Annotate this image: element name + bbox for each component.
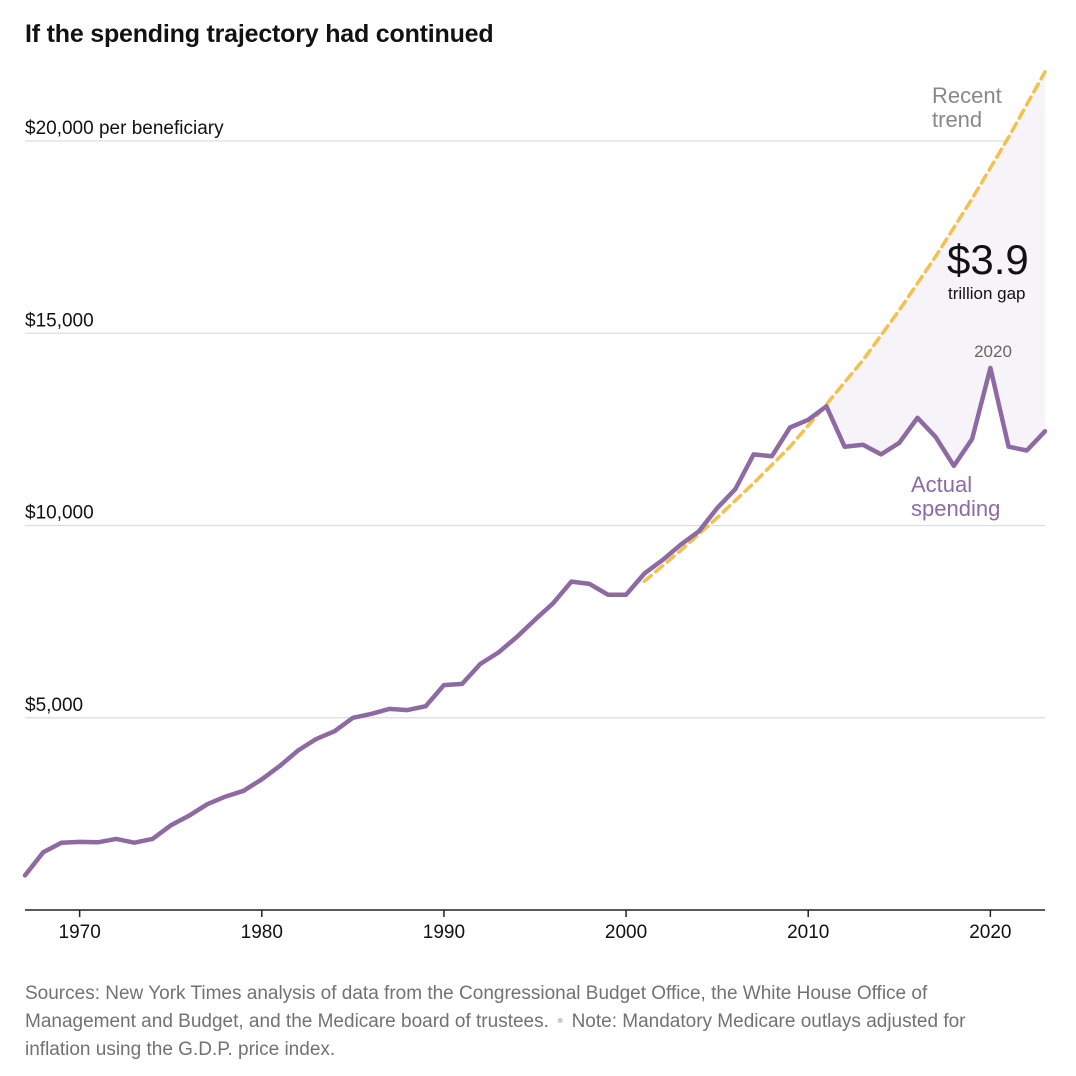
x-axis: 1970 1980 1990 2000 2010 2020	[25, 909, 1045, 943]
chart: $5,000 $10,000 $15,000 $20,000 per benefici…	[22, 70, 1048, 943]
annotations: Recent trend $3.9 trillion gap 2020 Actu…	[911, 83, 1029, 521]
x-tick-label-1970: 1970	[59, 922, 101, 943]
note-text: Note: Mandatory Medicare outlays adjuste…	[25, 1011, 966, 1060]
source-note: Sources: New York Times analysis of data…	[25, 980, 1035, 1064]
actual-spending-line	[22, 365, 1048, 878]
trend-line-layer	[642, 70, 1047, 584]
year-2020-label: 2020	[974, 342, 1012, 361]
gap-unit-label: trillion gap	[948, 284, 1026, 303]
separator-dot: •	[556, 1011, 564, 1032]
actual-spending-label-line1: Actual	[911, 472, 972, 497]
gap-value-label: $3.9	[947, 236, 1029, 283]
x-tick-label-2000: 2000	[605, 922, 647, 943]
x-tick-label-2010: 2010	[787, 922, 829, 943]
recent-trend-line	[642, 70, 1047, 584]
sources-text: Sources: New York Times analysis of data…	[25, 983, 928, 1032]
recent-trend-label-line2: trend	[932, 107, 982, 132]
recent-trend-label-line1: Recent	[932, 83, 1002, 108]
chart-title: If the spending trajectory had continued	[25, 20, 494, 48]
x-tick-label-2020: 2020	[969, 922, 1011, 943]
actual-line-layer	[22, 365, 1048, 878]
x-tick-label-1980: 1980	[241, 922, 283, 943]
gridlines: $5,000 $10,000 $15,000 $20,000 per benefici…	[25, 118, 1045, 719]
y-tick-label-5000: $5,000	[25, 695, 83, 716]
x-tick-label-1990: 1990	[423, 922, 465, 943]
y-tick-label-10000: $10,000	[25, 503, 94, 524]
y-tick-label-20000: $20,000 per beneficiary	[25, 118, 224, 139]
actual-spending-label-line2: spending	[911, 496, 1000, 521]
y-tick-label-15000: $15,000	[25, 310, 94, 331]
